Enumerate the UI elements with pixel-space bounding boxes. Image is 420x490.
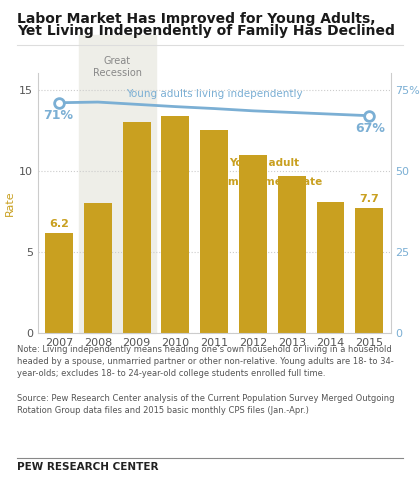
Text: PEW RESEARCH CENTER: PEW RESEARCH CENTER: [17, 462, 158, 471]
Text: 6.2: 6.2: [49, 219, 69, 228]
Text: 7.7: 7.7: [360, 194, 379, 204]
Text: Note: Living independently means heading one’s own household or living in a hous: Note: Living independently means heading…: [17, 345, 394, 378]
Bar: [84, 203, 112, 333]
Text: 71%: 71%: [44, 109, 74, 122]
Text: Young adult: Young adult: [230, 158, 299, 168]
Bar: [200, 130, 228, 333]
Text: Labor Market Has Improved for Young Adults,: Labor Market Has Improved for Young Adul…: [17, 12, 375, 26]
Text: Source: Pew Research Center analysis of the Current Population Survey Merged Out: Source: Pew Research Center analysis of …: [17, 394, 394, 415]
Bar: [123, 122, 151, 333]
Bar: [278, 176, 306, 333]
Bar: [355, 208, 383, 333]
Bar: [45, 233, 73, 333]
Bar: [161, 116, 189, 333]
Text: Great
Recession: Great Recession: [93, 56, 142, 78]
Bar: [239, 155, 267, 333]
Text: unemployment rate: unemployment rate: [207, 177, 323, 187]
Y-axis label: Rate: Rate: [5, 191, 15, 216]
Text: 67%: 67%: [355, 122, 385, 135]
Bar: [317, 202, 344, 333]
Text: Young adults living independently: Young adults living independently: [126, 89, 302, 99]
Text: Yet Living Independently of Family Has Declined: Yet Living Independently of Family Has D…: [17, 24, 395, 38]
Bar: [79, 34, 156, 333]
